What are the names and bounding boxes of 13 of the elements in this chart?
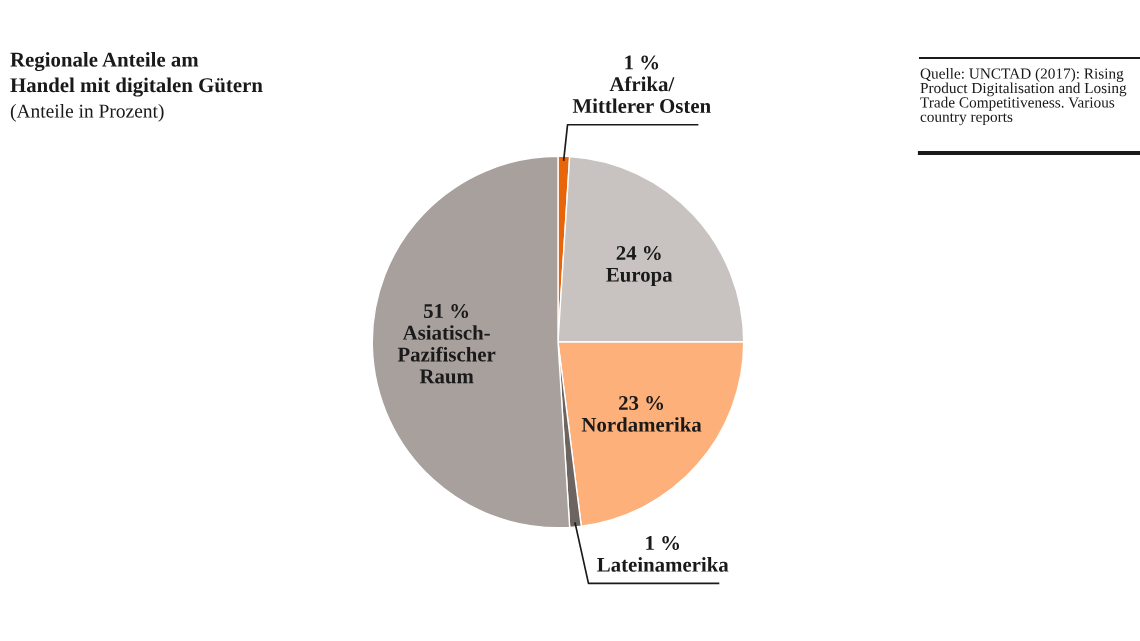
text: (Anteile in Prozent)	[10, 104, 164, 122]
data-label: 51 %	[424, 303, 469, 319]
slice-label: Nordamerika	[581, 417, 702, 432]
text: Regionale Anteile am Handel mit digitalen Gütern	[10, 52, 263, 97]
data-label: 23 %	[619, 395, 664, 411]
slice-label: Asiatisch- Pazifischer Raum	[397, 325, 496, 384]
source-note: Quelle: UNCTAD (2017): Rising Product Digitalisation and Losing Trade Competitiveness. Various country reports	[920, 68, 1127, 126]
slice-label: Europa	[606, 267, 673, 287]
data-label: 1 %	[625, 55, 659, 70]
slice-label: Afrika/ Mittlerer Osten	[572, 76, 711, 114]
data-label: 24 %	[616, 245, 661, 261]
slice-label: Lateinamerika	[597, 557, 729, 572]
data-label: 1 %	[646, 535, 680, 551]
